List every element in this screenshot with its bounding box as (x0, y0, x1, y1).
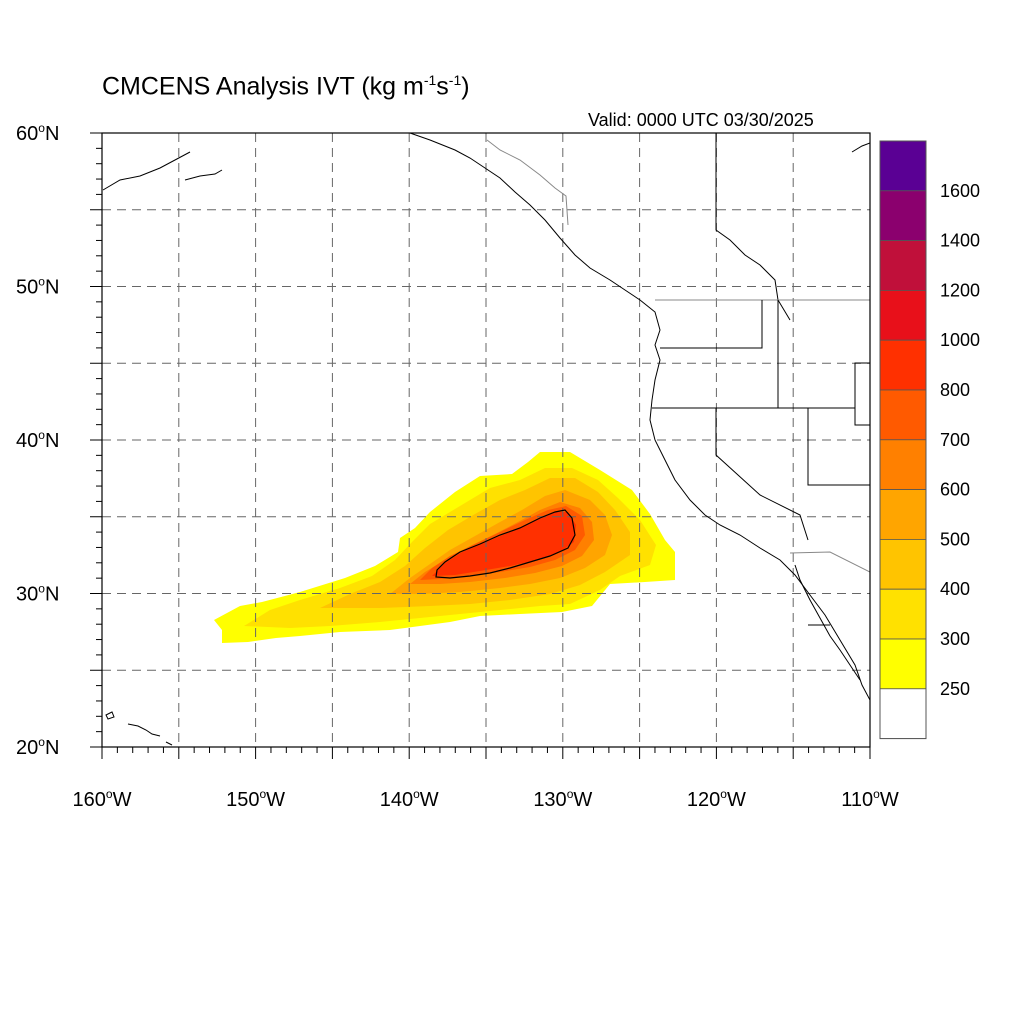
colorbar-label-1600: 1600 (940, 181, 980, 201)
colorbar-label-1400: 1400 (940, 231, 980, 251)
lon-label-110: 110oW (841, 787, 899, 811)
lon-label-160: 160oW (73, 787, 132, 811)
lon-label-150: 150oW (226, 787, 285, 811)
colorbar-swatch (879, 289, 927, 341)
colorbar-frame (879, 140, 927, 740)
ivt-band-6 (432, 512, 576, 576)
colorbar-swatch (879, 539, 927, 590)
lon-label-120: 120oW (687, 787, 746, 811)
lon-label-140: 140oW (380, 787, 439, 811)
lat-label-50: 50oN (16, 275, 59, 299)
axis-ticks (90, 132, 871, 759)
colorbar-swatch (879, 688, 927, 739)
colorbar-label-500: 500 (940, 529, 970, 549)
ivt-contour-1000 (435, 509, 576, 579)
colorbar-label-700: 700 (940, 430, 970, 450)
map-title: CMCENS Analysis IVT (kg m-1s-1) (102, 72, 470, 101)
lat-label-20: 20oN (16, 735, 59, 759)
colorbar: 1600 1400 1200 1000 800 700 600 500 400 300 250 (879, 140, 980, 740)
colorbar-label-300: 300 (940, 629, 970, 649)
colorbar-swatch (879, 240, 927, 291)
colorbar-swatch (879, 439, 927, 490)
lon-label-130: 130oW (533, 787, 592, 811)
colorbar-label-400: 400 (940, 579, 970, 599)
colorbar-label-1200: 1200 (940, 280, 980, 300)
colorbar-label-1000: 1000 (940, 330, 980, 350)
lat-label-40: 40oN (16, 428, 59, 452)
colorbar-swatch (879, 190, 927, 242)
state-borders (652, 133, 870, 626)
lat-label-60: 60oN (16, 121, 59, 145)
secondary-coast (486, 139, 569, 226)
colorbar-swatch (879, 489, 927, 540)
ivt-field (214, 452, 675, 643)
lat-label-30: 30oN (16, 582, 59, 606)
colorbar-swatch (879, 140, 927, 192)
colorbar-swatch (879, 339, 927, 391)
colorbar-swatch (879, 389, 927, 441)
coastlines (102, 133, 870, 746)
longitude-labels: 160oW 150oW 140oW 130oW 120oW 110oW (73, 787, 899, 811)
latitude-labels: 60oN 50oN 40oN 30oN 20oN (16, 121, 59, 759)
colorbar-label-600: 600 (940, 480, 970, 500)
valid-time: Valid: 0000 UTC 03/30/2025 (588, 110, 814, 130)
colorbar-label-250: 250 (940, 679, 970, 699)
colorbar-label-800: 800 (940, 380, 970, 400)
colorbar-swatch (879, 588, 927, 640)
colorbar-swatch (879, 638, 927, 690)
gridlines (102, 133, 870, 747)
